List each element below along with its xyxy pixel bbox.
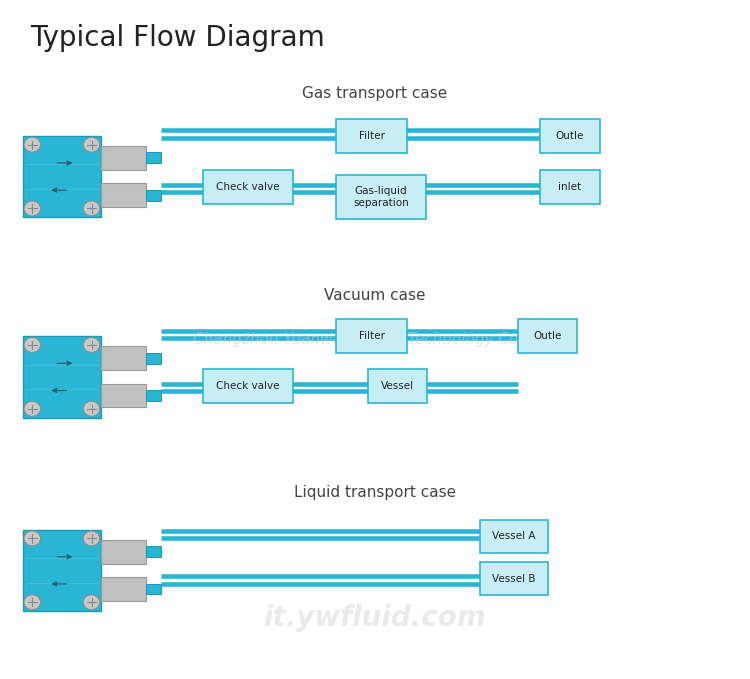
Text: it.ywfluid.com: it.ywfluid.com bbox=[264, 604, 486, 632]
Bar bbox=[101, 577, 146, 601]
Bar bbox=[22, 336, 101, 418]
Text: Typical Flow Diagram: Typical Flow Diagram bbox=[30, 24, 325, 52]
Circle shape bbox=[24, 531, 40, 546]
Bar bbox=[146, 546, 161, 557]
Circle shape bbox=[24, 401, 40, 416]
Circle shape bbox=[24, 595, 40, 610]
Bar bbox=[146, 390, 161, 401]
FancyBboxPatch shape bbox=[202, 170, 292, 204]
Text: inlet: inlet bbox=[559, 182, 581, 191]
Circle shape bbox=[83, 337, 100, 352]
Bar bbox=[146, 190, 161, 201]
FancyBboxPatch shape bbox=[518, 319, 578, 353]
Bar bbox=[101, 146, 146, 170]
Bar bbox=[146, 583, 161, 595]
Text: Gas transport case: Gas transport case bbox=[302, 86, 448, 101]
Bar bbox=[101, 183, 146, 207]
Bar bbox=[146, 153, 161, 164]
Text: Vessel: Vessel bbox=[381, 381, 414, 390]
FancyBboxPatch shape bbox=[336, 119, 407, 153]
Bar bbox=[101, 384, 146, 407]
Text: Liquid transport case: Liquid transport case bbox=[294, 485, 456, 500]
Text: Gas-liquid
separation: Gas-liquid separation bbox=[353, 186, 409, 208]
Circle shape bbox=[83, 531, 100, 546]
FancyBboxPatch shape bbox=[368, 369, 428, 403]
Text: Vessel A: Vessel A bbox=[492, 532, 536, 541]
FancyBboxPatch shape bbox=[336, 175, 426, 219]
Text: Filter: Filter bbox=[358, 131, 385, 141]
Text: Filter: Filter bbox=[358, 331, 385, 341]
FancyBboxPatch shape bbox=[480, 562, 548, 595]
Circle shape bbox=[83, 201, 100, 216]
FancyBboxPatch shape bbox=[336, 319, 407, 353]
Text: Check valve: Check valve bbox=[216, 381, 279, 390]
FancyBboxPatch shape bbox=[202, 369, 292, 403]
Text: Vessel B: Vessel B bbox=[492, 574, 536, 583]
FancyBboxPatch shape bbox=[480, 520, 548, 553]
Circle shape bbox=[24, 337, 40, 352]
Text: Outle: Outle bbox=[533, 331, 562, 341]
Text: Changzhou Yuanwang Fluid Technology Co., Ltd: Changzhou Yuanwang Fluid Technology Co.,… bbox=[193, 332, 557, 347]
Bar bbox=[101, 346, 146, 370]
Circle shape bbox=[83, 137, 100, 152]
FancyBboxPatch shape bbox=[540, 170, 600, 204]
Circle shape bbox=[24, 201, 40, 216]
Bar bbox=[101, 540, 146, 564]
Circle shape bbox=[83, 595, 100, 610]
Text: Vacuum case: Vacuum case bbox=[324, 288, 426, 303]
Bar bbox=[146, 352, 161, 364]
FancyBboxPatch shape bbox=[540, 119, 600, 153]
Bar bbox=[22, 136, 101, 217]
Circle shape bbox=[24, 137, 40, 152]
Circle shape bbox=[83, 401, 100, 416]
Text: Check valve: Check valve bbox=[216, 182, 279, 191]
Bar bbox=[22, 530, 101, 611]
Text: Outle: Outle bbox=[556, 131, 584, 141]
